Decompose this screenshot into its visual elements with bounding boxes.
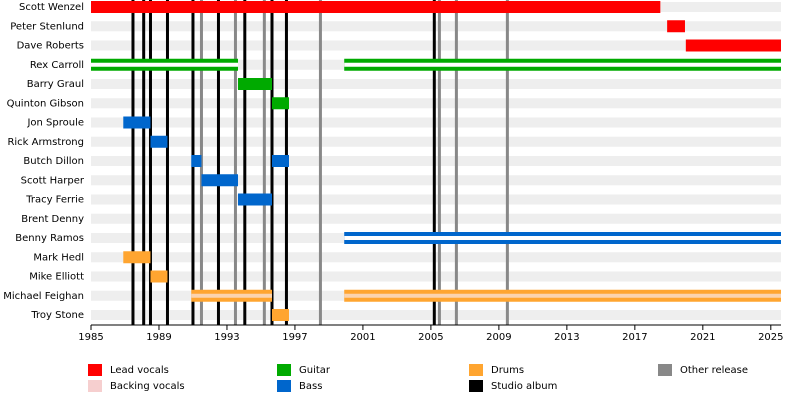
row-band (91, 271, 781, 282)
x-tick-label: 2005 (418, 332, 443, 343)
member-span (191, 155, 202, 167)
member-name: Rick Armstrong (7, 137, 84, 148)
legend-label: Backing vocals (110, 381, 185, 392)
x-tick-label: 2013 (554, 332, 579, 343)
row-band (91, 117, 781, 128)
legend-swatch (469, 380, 483, 392)
row-band (91, 98, 781, 109)
legend-label: Drums (491, 365, 524, 376)
member-span (123, 251, 151, 264)
member-span (123, 116, 151, 129)
member-name: Quinton Gibson (7, 98, 84, 109)
legend-swatch (469, 364, 483, 376)
row-band (91, 79, 781, 89)
legend-label: Bass (299, 381, 322, 392)
row-band (91, 194, 781, 205)
member-name: Scott Harper (21, 175, 85, 186)
member-name: Peter Stenlund (10, 21, 84, 32)
member-name: Troy Stone (30, 310, 84, 321)
row-band (91, 213, 781, 224)
row-band (91, 40, 781, 51)
member-span (150, 270, 168, 283)
legend-swatch (277, 364, 291, 376)
span-stripe (344, 62, 781, 67)
legend-swatch (658, 364, 672, 376)
member-name: Brent Denny (21, 214, 84, 225)
member-span (238, 193, 272, 206)
x-tick-label: 2009 (486, 332, 511, 343)
row-band (91, 252, 781, 263)
legend-swatch (88, 364, 102, 376)
span-stripe (191, 293, 272, 298)
member-name: Barry Graul (27, 79, 84, 90)
x-tick-label: 1997 (282, 332, 307, 343)
legend-label: Other release (680, 365, 748, 376)
x-tick-label: 1993 (214, 332, 239, 343)
legend-label: Guitar (299, 365, 331, 376)
member-span (667, 20, 685, 33)
member-name: Mark Hedl (33, 252, 84, 263)
member-name: Benny Ramos (15, 233, 84, 244)
row-band (91, 175, 781, 186)
member-name: Tracy Ferrie (25, 195, 84, 206)
member-name: Scott Wenzel (19, 2, 84, 13)
legend-swatch (277, 380, 291, 392)
member-span (238, 78, 272, 90)
legend-label: Lead vocals (110, 365, 169, 376)
row-band (91, 21, 781, 32)
member-span (150, 135, 168, 148)
member-name: Rex Carroll (30, 60, 84, 71)
member-name: Michael Feighan (3, 291, 84, 302)
span-stripe (344, 293, 781, 298)
legend-swatch (88, 380, 102, 392)
span-stripe (344, 236, 781, 240)
member-span (201, 174, 239, 187)
member-span (271, 97, 289, 110)
row-band (91, 310, 781, 320)
member-span (271, 155, 289, 167)
legend-label: Studio album (491, 381, 557, 392)
member-name: Jon Sproule (26, 118, 84, 129)
x-tick-label: 1985 (78, 332, 103, 343)
x-tick-label: 2025 (758, 332, 783, 343)
x-tick-label: 1989 (146, 332, 171, 343)
member-name: Dave Roberts (17, 41, 84, 52)
member-span (91, 1, 661, 13)
span-stripe (91, 62, 239, 67)
member-span (271, 309, 289, 321)
x-tick-label: 2001 (350, 332, 375, 343)
x-tick-label: 2017 (622, 332, 647, 343)
member-span (685, 39, 781, 52)
member-name: Butch Dillon (23, 156, 84, 167)
row-band (91, 136, 781, 147)
member-name: Mike Elliott (29, 272, 84, 283)
x-tick-label: 2021 (690, 332, 715, 343)
row-band (91, 156, 781, 166)
